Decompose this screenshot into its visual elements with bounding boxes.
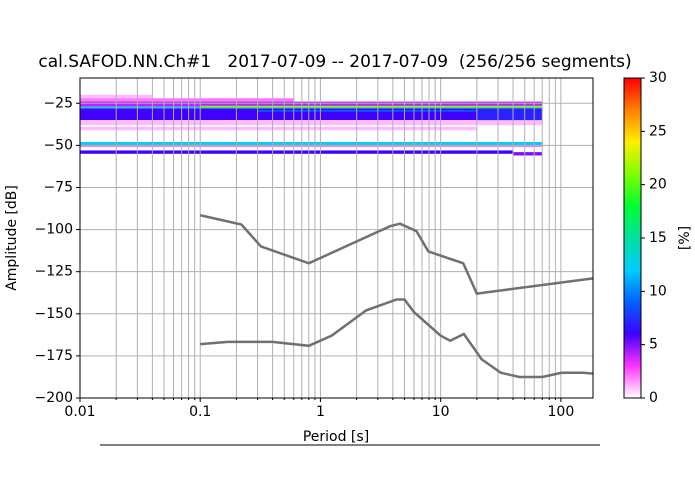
colorbar-tick-label: 20 <box>649 177 667 193</box>
y-tick-label: −25 <box>43 95 73 111</box>
heat-cell <box>80 108 477 121</box>
colorbar-tick-label: 15 <box>649 230 667 246</box>
x-tick-label: 0.1 <box>189 404 211 420</box>
colorbar-tick-label: 30 <box>649 70 667 86</box>
heat-cell <box>80 150 514 154</box>
x-tick-label: 10 <box>432 404 450 420</box>
y-axis-label: Amplitude [dB] <box>4 185 20 291</box>
y-tick-label: −175 <box>35 348 73 364</box>
x-tick-label: 0.01 <box>64 404 95 420</box>
heat-cell <box>80 98 294 102</box>
heat-cell <box>80 101 543 107</box>
x-tick-label: 1 <box>316 404 325 420</box>
heat-cell <box>200 105 543 108</box>
x-axis-label: Period [s] <box>303 429 369 445</box>
noise-model-line <box>200 298 594 379</box>
colorbar-tick-label: 10 <box>649 283 667 299</box>
heat-cell <box>80 142 543 146</box>
y-tick-label: −125 <box>35 264 73 280</box>
heat-cell <box>80 120 543 126</box>
heat-cell <box>513 152 543 156</box>
heat-cell <box>80 126 477 131</box>
y-tick-label: −100 <box>35 222 73 238</box>
colorbar-label: [%] <box>677 226 693 250</box>
y-tick-label: −75 <box>43 179 73 195</box>
colorbar-tick-label: 0 <box>649 390 658 406</box>
colorbar-tick-label: 25 <box>649 123 667 139</box>
colorbar <box>623 77 642 399</box>
noise-model-line <box>199 214 594 295</box>
heat-cell <box>257 110 477 112</box>
y-tick-label: −50 <box>43 137 73 153</box>
colorbar-tick-label: 5 <box>649 337 658 353</box>
y-tick-label: −150 <box>35 306 73 322</box>
plot-frame <box>79 77 594 399</box>
y-tick-label: −200 <box>35 390 73 406</box>
chart-title: cal.SAFOD.NN.Ch#1 2017-07-09 -- 2017-07-… <box>38 52 631 72</box>
heat-cell <box>80 145 543 148</box>
heat-cell <box>476 108 543 124</box>
x-tick-label: 100 <box>548 404 575 420</box>
